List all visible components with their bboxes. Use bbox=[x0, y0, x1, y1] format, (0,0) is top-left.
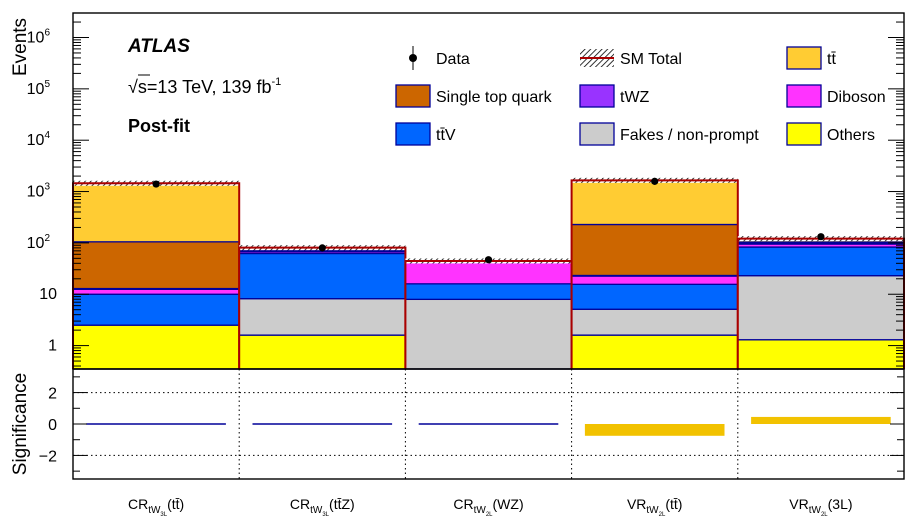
x-category-main: VR bbox=[627, 496, 646, 512]
bar-segment-others bbox=[73, 325, 239, 369]
y-tick-label: 104 bbox=[27, 130, 51, 149]
x-category-label: CRtW3L(tt̄Z) bbox=[290, 496, 355, 517]
y-tick-label-base: 10 bbox=[39, 286, 57, 303]
y-tick-label-exponent: 5 bbox=[44, 79, 50, 90]
y-axis-title: Events bbox=[10, 18, 31, 76]
legend-label: Others bbox=[827, 127, 875, 144]
y-tick-label-exponent: 2 bbox=[44, 233, 50, 244]
bar-segment-fakes-non-prompt bbox=[405, 299, 571, 369]
y-tick-label-base: 1 bbox=[48, 338, 57, 355]
y-tick-label: 105 bbox=[27, 79, 51, 98]
legend-label: tWZ bbox=[620, 89, 650, 106]
sig-tick-label: 0 bbox=[48, 417, 57, 434]
sig-tick-label: −2 bbox=[39, 448, 57, 465]
legend-swatch bbox=[396, 123, 430, 145]
y-tick-label: 102 bbox=[27, 233, 51, 252]
y-tick-label: 10 bbox=[39, 286, 57, 303]
x-category-subsub: 2L bbox=[659, 512, 666, 517]
y-tick-label-exponent: 3 bbox=[44, 182, 50, 193]
legend-label: Single top quark bbox=[436, 89, 553, 106]
bar-segment-diboson bbox=[572, 276, 738, 284]
fit-label: Post-fit bbox=[128, 116, 190, 136]
data-point bbox=[485, 256, 492, 263]
bar-segment-tt- bbox=[73, 183, 239, 242]
legend-swatch bbox=[787, 85, 821, 107]
x-category-sub: tW bbox=[148, 505, 161, 516]
significance-bar bbox=[751, 417, 891, 424]
bar-segment-tt-v bbox=[73, 294, 239, 325]
energy-label-text: s=13 TeV, 139 fb bbox=[138, 77, 272, 97]
legend-swatch bbox=[396, 85, 430, 107]
bar-segment-diboson bbox=[405, 263, 571, 284]
bar-segment-others bbox=[738, 340, 904, 369]
legend-swatch bbox=[580, 85, 614, 107]
bar-segment-fakes-non-prompt bbox=[239, 299, 405, 335]
energy-label: √s=13 TeV, 139 fb-1 bbox=[128, 76, 281, 97]
legend-label: tt̄ bbox=[827, 51, 836, 68]
x-category-main: VR bbox=[789, 496, 808, 512]
energy-label-exponent: -1 bbox=[272, 76, 282, 88]
y-tick-label-base: 10 bbox=[27, 235, 45, 252]
bar-segment-fakes-non-prompt bbox=[738, 276, 904, 340]
x-category-subsub: 3L bbox=[322, 512, 329, 517]
y-tick-label-base: 10 bbox=[27, 184, 45, 201]
legend-swatch bbox=[787, 123, 821, 145]
bar-segment-tt-v bbox=[239, 253, 405, 298]
legend-label: tt̄V bbox=[436, 127, 456, 144]
bar-segment-fakes-non-prompt bbox=[572, 309, 738, 335]
x-category-suffix: (tt̄Z) bbox=[329, 496, 355, 512]
data-point bbox=[817, 233, 824, 240]
significance-bar bbox=[585, 424, 725, 436]
bar-segment-tt-v bbox=[405, 284, 571, 300]
y-tick-label: 1 bbox=[48, 338, 57, 355]
data-point bbox=[651, 178, 658, 185]
bar-segment-diboson bbox=[73, 289, 239, 294]
data-point bbox=[319, 244, 326, 251]
legend-swatch bbox=[580, 123, 614, 145]
x-category-subsub: 2L bbox=[821, 512, 828, 517]
x-category-subsub: 3L bbox=[160, 512, 167, 517]
x-category-sub: tW bbox=[310, 505, 323, 516]
x-category-suffix: (tt̄) bbox=[167, 496, 184, 512]
x-category-label: CRtW2L(WZ) bbox=[453, 496, 523, 517]
bar-segment-tt-v bbox=[738, 247, 904, 276]
significance-axis-title: Significance bbox=[10, 373, 31, 475]
bar-segment-others bbox=[239, 335, 405, 369]
sig-tick-label: 2 bbox=[48, 386, 57, 403]
y-tick-label-exponent: 4 bbox=[44, 130, 50, 141]
legend-label: SM Total bbox=[620, 51, 682, 68]
x-category-main: CR bbox=[128, 496, 148, 512]
x-category-sub: tW bbox=[809, 505, 822, 516]
x-category-sub: tW bbox=[646, 505, 659, 516]
x-category-subsub: 2L bbox=[486, 512, 493, 517]
bar-segment-single-top-quark bbox=[572, 224, 738, 275]
y-tick-label-exponent: 6 bbox=[44, 27, 50, 38]
x-category-sub: tW bbox=[474, 505, 487, 516]
energy-label-sqrt: √ bbox=[128, 77, 138, 97]
legend-data-marker bbox=[409, 54, 417, 62]
bar-segment-others bbox=[572, 335, 738, 369]
x-category-main: CR bbox=[453, 496, 473, 512]
data-point bbox=[153, 180, 160, 187]
legend-label: Fakes / non-prompt bbox=[620, 127, 759, 144]
x-category-label: VRtW2L(tt̄) bbox=[627, 496, 682, 517]
y-tick-label-base: 10 bbox=[27, 132, 45, 149]
x-category-main: CR bbox=[290, 496, 310, 512]
bar-segment-tt-v bbox=[572, 284, 738, 309]
experiment-label: ATLAS bbox=[127, 36, 190, 57]
x-category-suffix: (3L) bbox=[828, 496, 853, 512]
y-tick-label-base: 10 bbox=[27, 81, 45, 98]
bar-segment-tt- bbox=[572, 180, 738, 224]
x-category-suffix: (tt̄) bbox=[665, 496, 682, 512]
y-tick-label: 103 bbox=[27, 182, 51, 201]
x-category-suffix: (WZ) bbox=[493, 496, 524, 512]
legend-label: Data bbox=[436, 51, 470, 68]
legend-swatch bbox=[787, 47, 821, 69]
x-category-label: VRtW2L(3L) bbox=[789, 496, 852, 517]
legend-label: Diboson bbox=[827, 89, 886, 106]
bar-segment-single-top-quark bbox=[73, 242, 239, 289]
x-category-label: CRtW3L(tt̄) bbox=[128, 496, 184, 517]
